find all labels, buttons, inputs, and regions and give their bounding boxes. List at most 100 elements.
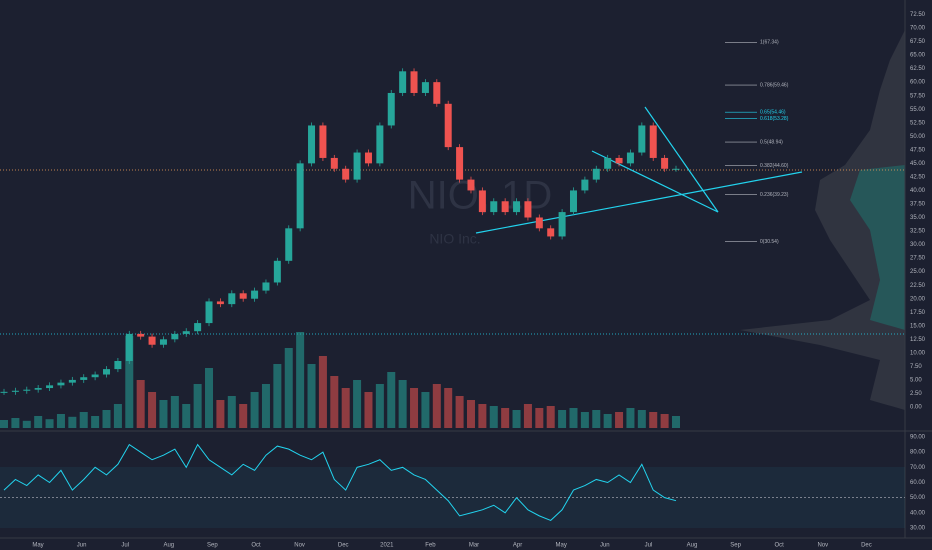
volume-bar [501, 408, 510, 428]
rsi-tick-label: 50.00 [910, 495, 926, 501]
candle [251, 290, 259, 299]
volume-bar [125, 336, 134, 428]
rsi-tick-label: 60.00 [910, 480, 926, 486]
candle [182, 331, 190, 334]
fib-label: 0.5(48.94) [760, 139, 783, 145]
candle [296, 163, 304, 229]
volume-bar [284, 348, 293, 428]
volume-profile-value-area [850, 165, 905, 330]
candle [592, 168, 600, 180]
candle [80, 377, 88, 380]
candle [353, 152, 361, 180]
y-tick-label: 10.00 [910, 350, 926, 356]
volume-bar [466, 400, 475, 428]
y-tick-label: 2.50 [910, 391, 922, 397]
y-tick-label: 70.00 [910, 26, 926, 32]
volume-bar [432, 384, 441, 428]
fib-label: 0.236(39.23) [760, 192, 789, 198]
candle [387, 92, 395, 126]
candle [501, 201, 509, 213]
volume-bar [216, 400, 225, 428]
candle [535, 217, 543, 229]
watermark-name: NIO Inc. [429, 231, 480, 247]
x-tick-label: Jun [77, 543, 87, 549]
y-tick-label: 7.50 [910, 364, 922, 370]
volume-bar [79, 412, 88, 428]
volume-bar [603, 414, 612, 428]
volume-bar [535, 408, 544, 428]
candle [319, 125, 327, 158]
volume-bar [387, 372, 396, 428]
y-tick-label: 17.50 [910, 310, 926, 316]
volume-bar [56, 414, 65, 428]
candle [672, 168, 680, 170]
volume-bar [478, 404, 487, 428]
volume-bar [273, 364, 282, 428]
candle [194, 323, 202, 332]
candle [558, 212, 566, 237]
volume-bar [455, 396, 464, 428]
candle [569, 190, 577, 213]
x-tick-label: Jun [600, 543, 610, 549]
volume-bar [11, 418, 20, 428]
volume-bar [558, 410, 567, 428]
volume-bar [102, 410, 111, 428]
y-tick-label: 42.50 [910, 174, 926, 180]
x-tick-label: Dec [861, 543, 872, 549]
candle [57, 382, 65, 386]
candle [103, 369, 111, 375]
volume-bar [239, 404, 248, 428]
fib-label: 0.65(54.46) [760, 109, 786, 115]
volume-bar [546, 406, 555, 428]
volume-profile [740, 30, 905, 410]
y-tick-label: 57.50 [910, 93, 926, 99]
volume-bar [330, 376, 339, 428]
candle [239, 293, 247, 299]
trendline [591, 150, 719, 213]
volume-bar [341, 388, 350, 428]
x-tick-label: Nov [294, 543, 305, 549]
volume-bar [637, 410, 646, 428]
candle [376, 125, 384, 164]
candle [581, 179, 589, 191]
y-tick-label: 72.50 [910, 12, 926, 18]
candle [649, 125, 657, 158]
candle [228, 293, 236, 305]
volume-bar [318, 356, 327, 428]
y-tick-label: 30.00 [910, 242, 926, 248]
volume-bar [113, 404, 122, 428]
candle [91, 374, 99, 378]
y-tick-label: 50.00 [910, 134, 926, 140]
volume-bar [68, 416, 77, 428]
candle [216, 301, 224, 305]
x-tick-label: Dec [338, 543, 349, 549]
candle [524, 201, 532, 218]
x-tick-label: May [32, 543, 43, 549]
y-tick-label: 0.00 [910, 405, 922, 411]
volume-bar [250, 392, 259, 428]
volume-bar [261, 384, 270, 428]
y-tick-label: 25.00 [910, 269, 926, 275]
volume-bar [227, 396, 236, 428]
x-tick-label: May [556, 543, 567, 549]
volume-bar [569, 408, 578, 428]
candle [615, 157, 623, 164]
volume-bar [444, 388, 453, 428]
candle [137, 333, 145, 337]
candle [171, 333, 179, 340]
fib-label: 0(30.54) [760, 239, 779, 245]
volume-bar [672, 416, 680, 428]
y-tick-label: 37.50 [910, 202, 926, 208]
y-tick-label: 47.50 [910, 147, 926, 153]
x-tick-label: Aug [687, 543, 698, 549]
x-tick-label: Mar [469, 543, 479, 549]
volume-bar [580, 412, 589, 428]
candle [11, 390, 19, 392]
rsi-tick-label: 30.00 [910, 526, 926, 532]
candle [330, 157, 338, 169]
candle [547, 228, 555, 237]
volume-bar [364, 392, 373, 428]
y-tick-label: 35.00 [910, 215, 926, 221]
y-tick-label: 32.50 [910, 229, 926, 235]
